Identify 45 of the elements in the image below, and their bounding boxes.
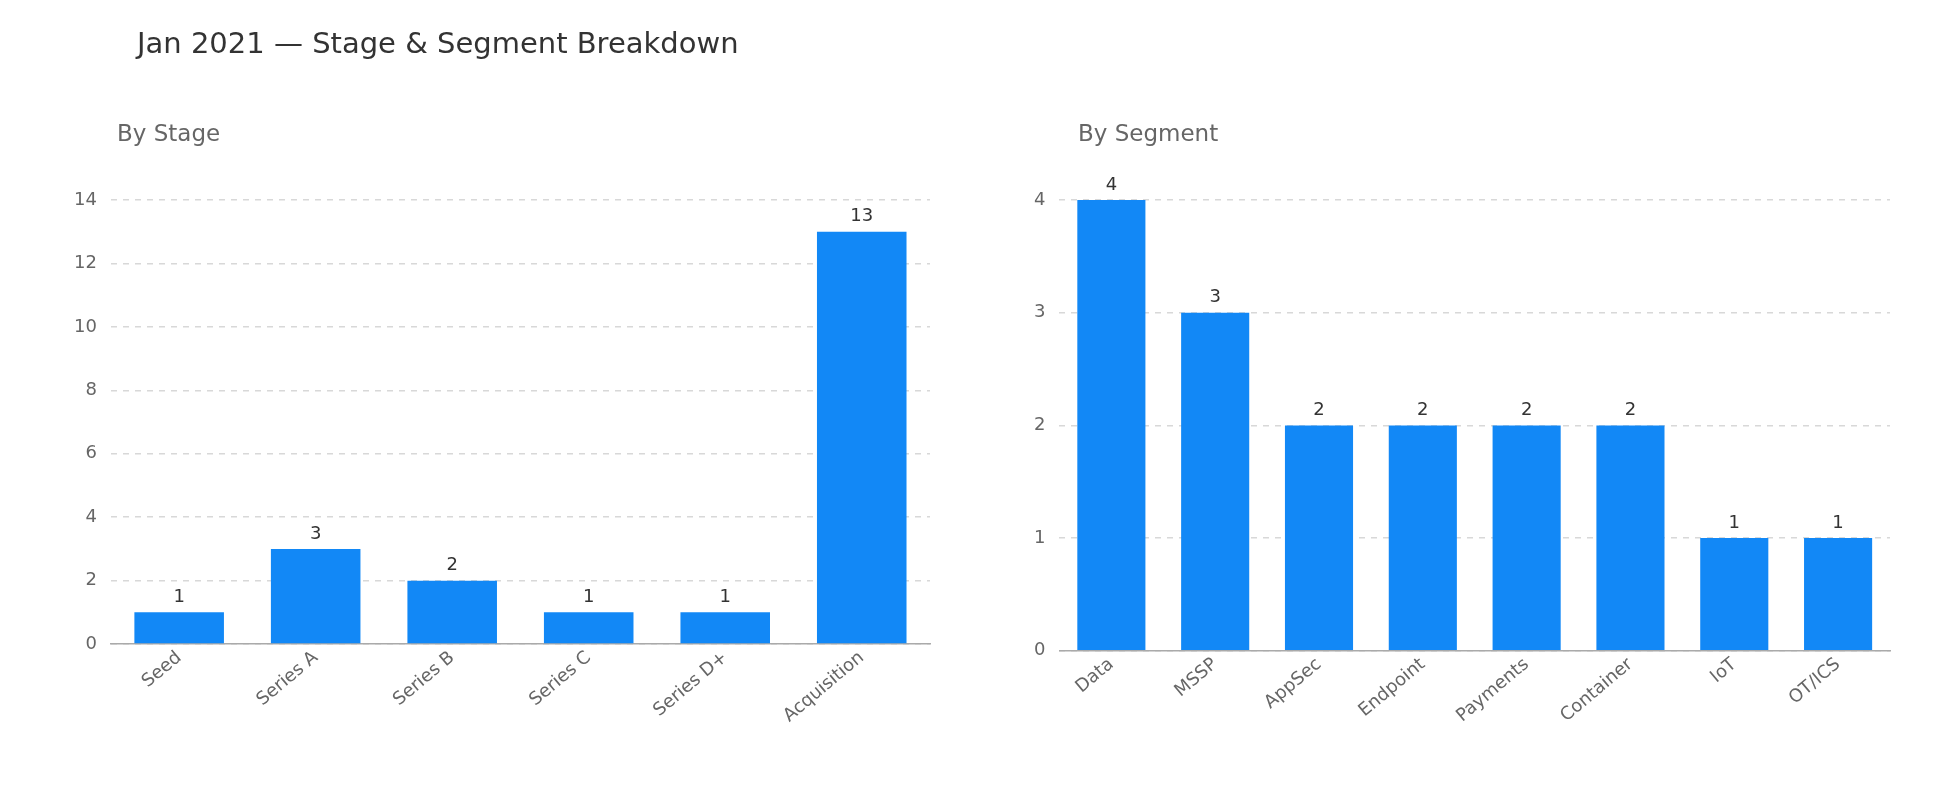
data-label: 2 [1417, 398, 1429, 420]
bar [680, 612, 770, 644]
bar [1804, 538, 1873, 651]
chart-subtitle: By Segment [1078, 120, 1219, 146]
data-label: 1 [582, 585, 595, 607]
data-label: 3 [1209, 285, 1221, 307]
chart-title: Jan 2021 — Stage & Segment Breakdown [137, 26, 739, 60]
y-tick-label: 12 [74, 251, 97, 273]
bar [134, 612, 224, 644]
data-label: 2 [1624, 398, 1637, 420]
data-label: 2 [1520, 398, 1533, 420]
bar [543, 612, 634, 644]
y-tick-label: 0 [85, 631, 97, 653]
y-tick-label: 8 [85, 377, 97, 399]
data-label: 2 [1313, 398, 1325, 420]
data-label: 4 [1105, 172, 1118, 194]
bar [1596, 425, 1665, 651]
y-tick-label: 14 [74, 187, 97, 209]
y-tick-label: 2 [85, 568, 97, 590]
bar [1700, 538, 1769, 651]
data-label: 1 [719, 585, 731, 607]
x-tick-label: IoT [1705, 651, 1741, 687]
bar [407, 580, 497, 644]
y-tick-label: 0 [1034, 638, 1046, 660]
data-label: 2 [446, 553, 458, 575]
y-tick-label: 4 [85, 504, 97, 526]
data-label: 13 [850, 204, 874, 226]
bar [1388, 425, 1457, 651]
data-label: 3 [309, 521, 322, 543]
y-tick-label: 2 [1034, 413, 1046, 435]
data-label: 1 [1728, 510, 1740, 532]
bar [816, 231, 907, 644]
bar [1077, 200, 1146, 651]
y-tick-label: 4 [1034, 187, 1046, 209]
bar [1181, 312, 1250, 651]
bar [1492, 425, 1561, 651]
y-tick-label: 1 [1034, 525, 1046, 547]
y-tick-label: 6 [85, 441, 97, 463]
y-tick-label: 10 [74, 314, 97, 336]
y-tick-label: 3 [1034, 300, 1046, 322]
bar [270, 548, 361, 644]
chart-subtitle: By Stage [117, 120, 221, 146]
data-label: 1 [1832, 510, 1844, 532]
bar [1284, 425, 1354, 651]
data-label: 1 [173, 585, 185, 607]
